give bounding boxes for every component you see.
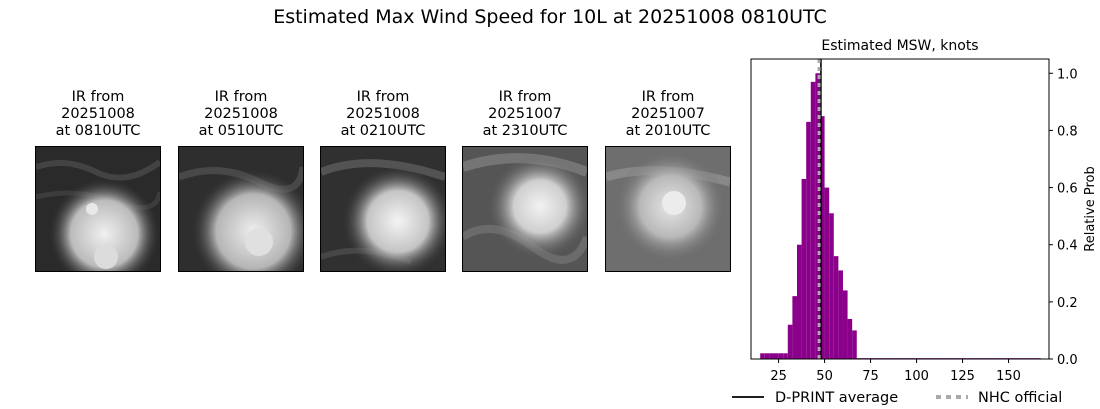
ir-panel: IR from 20251008 at 0210UTC	[320, 89, 446, 272]
y-tick-label: 1.0	[1057, 67, 1078, 82]
ir-image	[320, 146, 446, 272]
x-tick-label: 25	[770, 369, 787, 384]
ir-image	[462, 146, 588, 272]
histogram-bar	[810, 81, 816, 359]
histogram-bar	[852, 330, 857, 359]
x-tick-label: 125	[950, 369, 975, 384]
legend: D-PRINT average NHC official	[732, 390, 1062, 406]
histogram-bar	[792, 296, 797, 359]
ir-panel-title: IR from 20251007 at 2010UTC	[605, 89, 731, 140]
y-axis-label: Relative Prob	[1083, 166, 1098, 251]
ir-panel: IR from 20251008 at 0810UTC	[35, 89, 161, 272]
ir-image	[605, 146, 731, 272]
y-tick-label: 0.2	[1057, 296, 1078, 311]
ir-title-line: IR from	[214, 89, 268, 105]
histogram-bar	[801, 179, 807, 359]
histogram-bar	[773, 353, 779, 359]
ir-panel-title: IR from 20251008 at 0210UTC	[320, 89, 446, 140]
histogram-bar	[819, 116, 825, 360]
ir-title-date: 20251007	[631, 106, 705, 122]
histogram-bar	[833, 256, 839, 359]
ir-panel-title: IR from 20251008 at 0510UTC	[178, 89, 304, 140]
ir-title-line: IR from	[71, 89, 125, 105]
y-tick-label: 0.6	[1057, 182, 1078, 197]
histogram-bar	[847, 319, 853, 359]
histogram-bar	[838, 270, 843, 359]
histogram-bar	[778, 353, 784, 359]
x-tick-label: 50	[816, 369, 833, 384]
y-tick-label: 0.0	[1057, 353, 1078, 368]
ir-title-line: IR from	[498, 89, 552, 105]
ir-panel-title: IR from 20251008 at 0810UTC	[35, 89, 161, 140]
ir-title-date: 20251008	[346, 106, 420, 122]
x-tick-label: 150	[996, 369, 1021, 384]
ir-title-date: 20251007	[488, 106, 562, 122]
chart-title: Estimated MSW, knots	[821, 38, 978, 54]
ir-title-time: at 0510UTC	[198, 123, 284, 139]
y-tick-label: 0.8	[1057, 124, 1078, 139]
x-tick-label: 75	[862, 369, 879, 384]
ir-panel: IR from 20251007 at 2310UTC	[462, 89, 588, 272]
ir-title-time: at 2310UTC	[482, 123, 568, 139]
ir-image	[35, 146, 161, 272]
axes-frame	[750, 58, 1050, 360]
ir-panel: IR from 20251008 at 0510UTC	[178, 89, 304, 272]
ir-title-time: at 2010UTC	[625, 123, 711, 139]
histogram-bar	[769, 353, 774, 359]
ir-image	[178, 146, 304, 272]
figure-title: Estimated Max Wind Speed for 10L at 2025…	[273, 6, 827, 28]
histogram-bar	[829, 213, 834, 359]
ir-panel-title: IR from 20251007 at 2310UTC	[462, 89, 588, 140]
histogram-bar	[787, 324, 793, 359]
legend-label-dprint: D-PRINT average	[775, 390, 898, 406]
x-tick-label: 100	[904, 369, 929, 384]
y-tick-label: 0.4	[1057, 239, 1078, 254]
ir-title-date: 20251008	[204, 106, 278, 122]
histogram-bar	[806, 121, 811, 359]
ir-title-time: at 0810UTC	[55, 123, 141, 139]
histogram-bar	[796, 244, 802, 359]
ir-title-line: IR from	[641, 89, 695, 105]
histogram-bar	[815, 73, 820, 360]
histogram-bar	[824, 187, 830, 359]
histogram-bar	[842, 290, 848, 359]
ir-title-time: at 0210UTC	[340, 123, 426, 139]
ir-panel: IR from 20251007 at 2010UTC	[605, 89, 731, 272]
ir-title-line: IR from	[356, 89, 410, 105]
legend-label-nhc: NHC official	[978, 390, 1062, 406]
histogram-bar	[783, 353, 788, 359]
ir-title-date: 20251008	[61, 106, 135, 122]
histogram-bar	[764, 353, 770, 359]
histogram-bar	[760, 353, 765, 359]
